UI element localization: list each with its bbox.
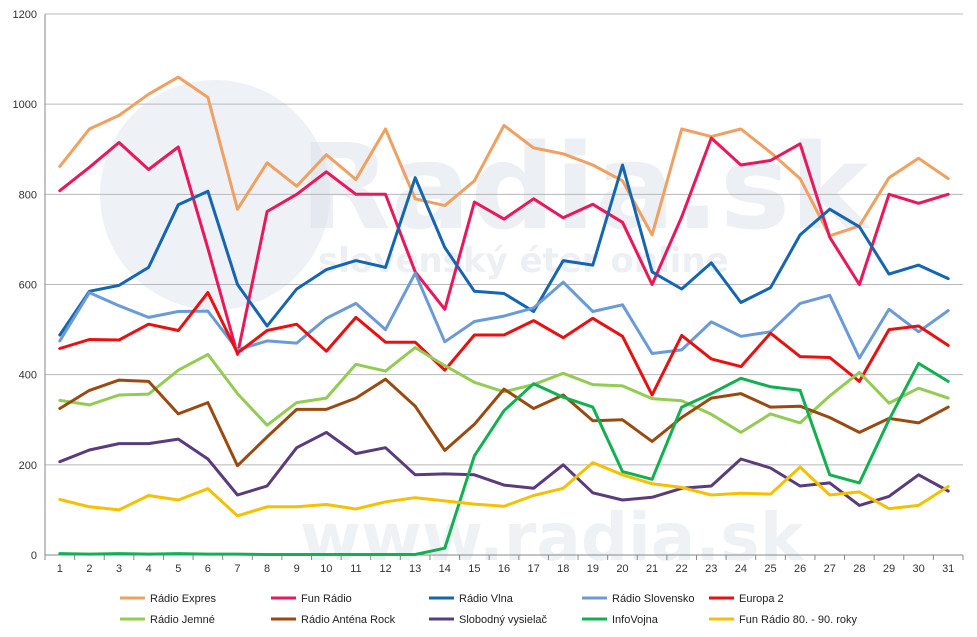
legend-label: Rádio Expres: [150, 593, 217, 605]
watermark-url: www.radia.sk: [300, 499, 806, 576]
series-line-3: [58, 163, 950, 337]
y-tick-label: 1200: [13, 9, 37, 21]
x-axis-ticks: 1 2 3 4 5 6 7 8 9 10 11 12 13 14 15 16 17 18 19 20 21 22 23 24 2…: [44, 555, 964, 575]
x-tick-label: 18: [557, 563, 569, 575]
legend-label: Fun Rádio: [301, 593, 352, 605]
y-tick-label: 800: [19, 189, 37, 201]
x-tick-label: 9: [294, 563, 300, 575]
legend-item: Europa 2: [709, 593, 784, 605]
legend-item: Rádio Expres: [120, 593, 217, 605]
watermark: Radia.sk slovenský éter online www.radia…: [100, 80, 871, 576]
x-tick-label: 31: [942, 563, 954, 575]
series-line-1: [58, 75, 950, 238]
legend-item: Rádio Anténa Rock: [271, 614, 396, 626]
x-tick-label: 16: [498, 563, 510, 575]
legend-label: Rádio Vlna: [459, 593, 514, 605]
watermark-brand: Radia.sk: [300, 118, 871, 256]
x-tick-label: 3: [116, 563, 122, 575]
x-tick-label: 14: [439, 563, 451, 575]
y-axis-ticks: 0 200 400 600 800 1000 1200: [13, 9, 37, 562]
legend-label: Fun Rádio 80. - 90. roky: [739, 614, 858, 626]
y-tick-label: 200: [19, 460, 37, 472]
series-line-9: [58, 361, 950, 556]
x-tick-label: 2: [86, 563, 92, 575]
x-tick-label: 26: [794, 563, 806, 575]
x-tick-label: 12: [379, 563, 391, 575]
x-tick-label: 1: [57, 563, 63, 575]
x-tick-label: 29: [883, 563, 895, 575]
y-tick-label: 600: [19, 280, 37, 292]
series-lines: [58, 75, 950, 556]
x-tick-label: 23: [705, 563, 717, 575]
legend-item: Fun Rádio 80. - 90. roky: [709, 614, 858, 626]
legend: Rádio Expres Fun Rádio Rádio Vlna Rádio Slo…: [120, 593, 858, 626]
legend-label: Rádio Slovensko: [612, 593, 695, 605]
watermark-logo: [100, 80, 330, 310]
legend-item: InfoVojna: [582, 614, 659, 626]
x-tick-label: 15: [468, 563, 480, 575]
legend-label: Europa 2: [739, 593, 784, 605]
legend-item: Rádio Jemné: [120, 614, 215, 626]
x-tick-label: 11: [350, 563, 361, 575]
x-tick-label: 10: [320, 563, 332, 575]
x-tick-label: 28: [853, 563, 865, 575]
x-tick-label: 5: [175, 563, 181, 575]
y-tick-label: 1000: [13, 99, 37, 111]
x-tick-label: 30: [912, 563, 924, 575]
x-tick-label: 6: [205, 563, 211, 575]
x-tick-label: 4: [146, 563, 152, 575]
x-tick-label: 22: [676, 563, 688, 575]
series-line-4: [58, 271, 950, 360]
legend-item: Rádio Slovensko: [582, 593, 695, 605]
x-tick-label: 7: [234, 563, 240, 575]
legend-item: Slobodný vysielač: [429, 614, 548, 626]
x-tick-label: 24: [735, 563, 747, 575]
x-tick-label: 17: [527, 563, 539, 575]
series-line-6: [58, 346, 950, 434]
series-line-7: [58, 377, 950, 468]
legend-label: Rádio Jemné: [150, 614, 215, 626]
legend-item: Rádio Vlna: [429, 593, 514, 605]
y-tick-label: 0: [31, 550, 37, 562]
series-line-2: [58, 136, 950, 356]
legend-item: Fun Rádio: [271, 593, 352, 605]
x-tick-label: 25: [764, 563, 776, 575]
x-tick-label: 19: [587, 563, 599, 575]
x-tick-label: 8: [264, 563, 270, 575]
series-line-8: [58, 430, 950, 507]
x-tick-label: 27: [824, 563, 836, 575]
series-line-10: [58, 461, 950, 518]
legend-label: InfoVojna: [612, 614, 659, 626]
x-tick-label: 21: [646, 563, 658, 575]
series-line-5: [58, 291, 950, 397]
x-tick-label: 20: [616, 563, 628, 575]
legend-label: Slobodný vysielač: [459, 614, 548, 626]
x-tick-label: 13: [409, 563, 421, 575]
legend-label: Rádio Anténa Rock: [301, 614, 396, 626]
y-tick-label: 400: [19, 370, 37, 382]
